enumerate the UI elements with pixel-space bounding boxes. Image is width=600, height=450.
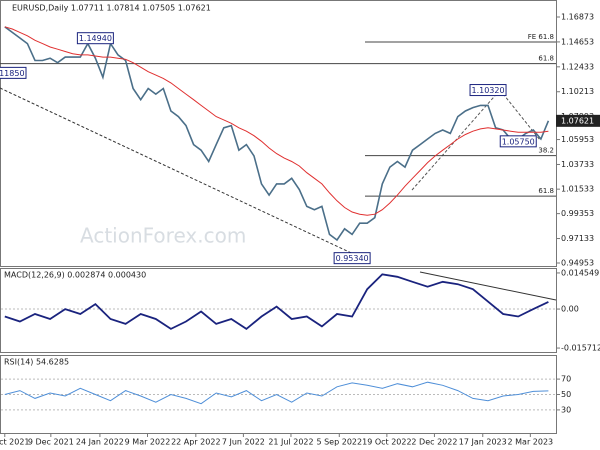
y-tick-label: 0.99353: [561, 209, 594, 218]
trend-line: [0, 87, 363, 259]
x-tick-label: 24 Jan 2022: [76, 438, 124, 447]
price-label-box: [333, 252, 371, 265]
y-tick-label: 50: [561, 390, 571, 399]
price-label-box: [76, 32, 114, 45]
y-tick-label: 0.97133: [561, 234, 594, 243]
x-tick-label: 17 Jan 2023: [459, 438, 507, 447]
last-price-box: [556, 114, 600, 127]
fib-label: FE 61.8: [528, 33, 554, 41]
rsi-title: RSI(14) 54.6285: [4, 358, 69, 367]
y-tick-label: 1.10213: [561, 87, 594, 96]
chart-title: EURUSD,Daily 1.07711 1.07814 1.07505 1.0…: [12, 4, 211, 13]
x-tick-label: 9 Dec 2021: [28, 438, 74, 447]
x-tick-label: 5 Sep 2022: [316, 438, 362, 447]
y-tick-label: 1.05953: [561, 135, 594, 144]
series-line: [4, 26, 549, 216]
price-panel: [0, 0, 557, 267]
price-label: 1.05750: [502, 137, 535, 146]
series-line: [4, 273, 549, 331]
macd-title: MACD(12,26,9) 0.002874 0.000430: [4, 271, 146, 280]
macd-trend-line: [419, 271, 557, 301]
y-tick-label: 0.014549: [561, 268, 599, 277]
x-tick-label: 19 Oct 2022: [362, 438, 411, 447]
y-tick-label: 1.01533: [561, 185, 594, 194]
x-tick-label: 22 Apr 2022: [171, 438, 220, 447]
trend-line: [499, 89, 541, 141]
fib-label: 61.8: [538, 187, 554, 195]
price-label: 1.10320: [471, 86, 504, 95]
y-tick-label: -0.015712: [561, 344, 600, 353]
x-tick-label: 21 Jul 2022: [268, 438, 313, 447]
y-tick-label: 1.03733: [561, 160, 594, 169]
series-line: [4, 381, 549, 405]
y-tick-label: 0.94953: [561, 259, 594, 268]
price-label-box: [499, 135, 537, 148]
y-tick-label: 0.00: [561, 305, 579, 314]
x-tick-label: 9 Mar 2022: [125, 438, 171, 447]
x-tick-label: 7 Jun 2022: [222, 438, 265, 447]
y-tick-label: 1.14653: [561, 37, 594, 46]
x-tick-label: 2 Dec 2022: [411, 438, 457, 447]
y-tick-label: 30: [561, 405, 571, 414]
price-label: 1.11850: [0, 69, 25, 78]
last-price-label: 1.07621: [561, 116, 594, 125]
macd-panel: [0, 268, 557, 353]
price-label-box: [469, 84, 507, 97]
price-label: 1.14940: [79, 34, 112, 43]
fib-label: 38.2: [538, 147, 554, 155]
price-label-box: [0, 66, 27, 79]
x-tick-label: 2 Mar 2023: [508, 438, 554, 447]
x-tick-label: 26 Oct 2021: [0, 438, 30, 447]
y-tick-label: 1.12433: [561, 62, 594, 71]
price-label: 0.95340: [336, 254, 369, 263]
y-tick-label: 70: [561, 375, 571, 384]
fib-label: 61.8: [538, 55, 554, 63]
watermark: ActionForex.com: [80, 224, 246, 248]
series-line: [4, 26, 550, 242]
y-tick-label: 1.16873: [561, 13, 594, 22]
